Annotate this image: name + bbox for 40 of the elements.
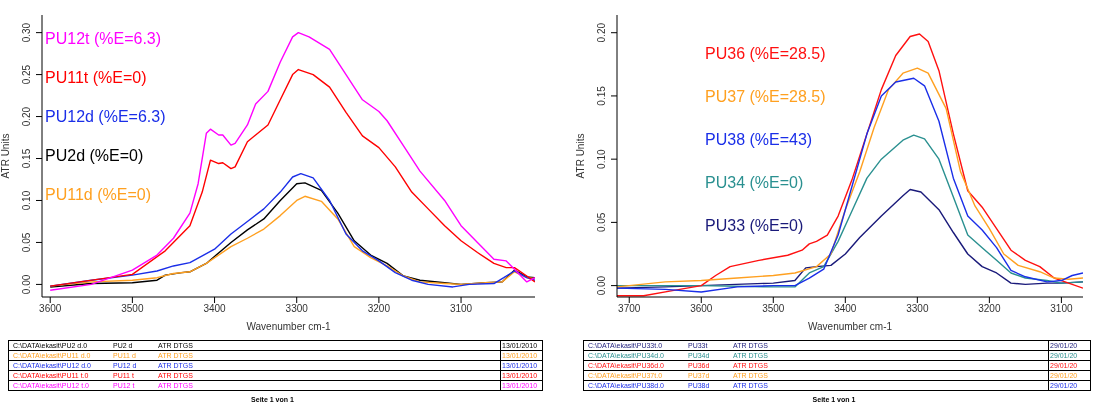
x-tick-label: 3200	[978, 303, 1001, 315]
y-tick-label: 0.20	[596, 22, 607, 43]
y-tick-label: 0.15	[596, 85, 607, 106]
x-tick-label: 3300	[906, 303, 929, 315]
x-tick-label: 3600	[39, 303, 62, 315]
y-axis-title: ATR Units	[574, 133, 586, 179]
y-tick-label: 0.25	[21, 64, 32, 85]
x-tick-label: 3700	[618, 303, 641, 315]
x-tick-label: 3400	[834, 303, 857, 315]
y-tick-label: 0.20	[21, 106, 32, 127]
y-tick-label: 0.30	[21, 22, 32, 43]
text: PU11d (%E=0)	[45, 186, 151, 204]
x-axis-title: Wavenumber cm-1	[807, 321, 893, 332]
text: PU38 (%E=43)	[705, 131, 813, 149]
text: PU34 (%E=0)	[705, 174, 804, 192]
x-tick-label: 3300	[285, 303, 309, 315]
text: PU12d (%E=6.3)	[45, 108, 166, 126]
y-tick-label: 0.00	[596, 275, 607, 296]
y-tick-label: 0.05	[21, 232, 32, 253]
text: PU33 (%E=0)	[705, 217, 804, 235]
text: PU12t (%E=6.3)	[45, 30, 162, 48]
y-tick-label: 0.00	[21, 274, 32, 295]
text: PU36 (%E=28.5)	[705, 45, 826, 63]
x-tick-label: 3200	[367, 303, 391, 315]
x-tick-label: 3100	[1050, 303, 1073, 315]
y-tick-label: 0.05	[596, 212, 607, 233]
x-axis-title: Wavenumber cm-1	[246, 321, 331, 332]
x-tick-label: 3500	[762, 303, 785, 315]
y-tick-label: 0.10	[596, 148, 607, 169]
y-tick-label: 0.15	[21, 148, 32, 169]
x-tick-label: 3100	[449, 303, 473, 315]
x-tick-label: 3400	[203, 303, 227, 315]
x-tick-label: 3500	[121, 303, 144, 315]
text: PU2d (%E=0)	[45, 147, 144, 165]
text: PU11t (%E=0)	[45, 69, 147, 87]
y-tick-label: 0.10	[21, 190, 32, 211]
line-series	[617, 134, 1083, 288]
x-tick-label: 3600	[690, 303, 713, 315]
y-axis-title: ATR Units	[0, 133, 11, 179]
text: PU37 (%E=28.5)	[705, 88, 826, 106]
